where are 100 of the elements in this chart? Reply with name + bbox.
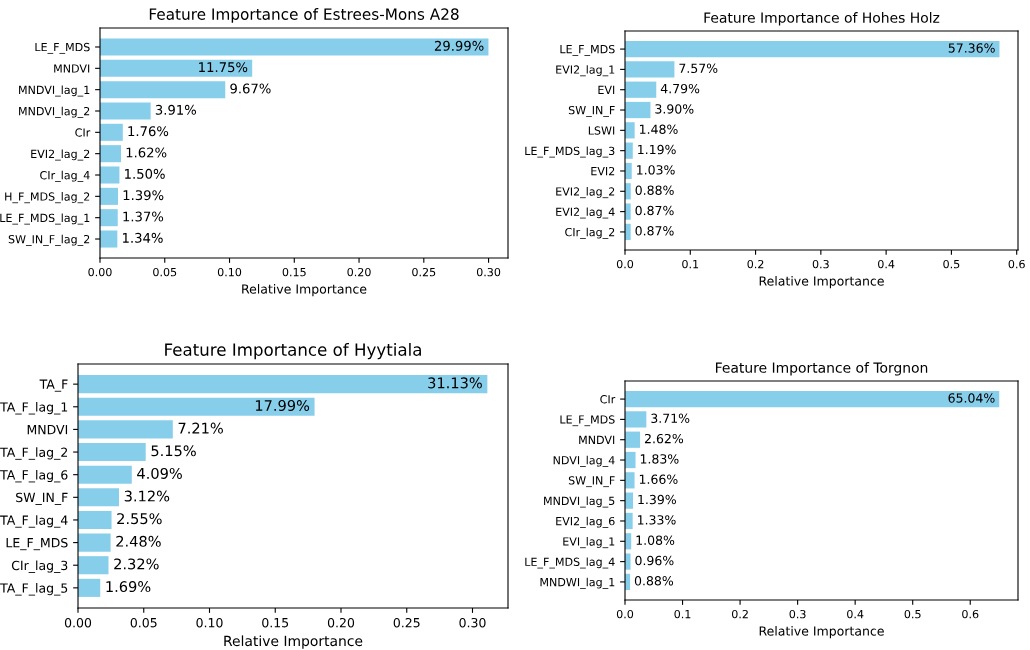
- data-label: 2.62%: [644, 433, 684, 444]
- data-label: 2.32%: [114, 558, 159, 570]
- x-tick-label: 0.15: [262, 617, 289, 628]
- data-label: 0.96%: [635, 555, 674, 566]
- y-tick-label: EVI: [598, 85, 615, 94]
- bar: [625, 101, 651, 119]
- y-tick-label: CIr: [600, 395, 616, 404]
- x-tick-label: 0.30: [476, 267, 501, 277]
- data-label: 0.88%: [635, 185, 674, 195]
- y-tick-label: EVI2: [591, 166, 615, 176]
- x-tick-label: 0.2: [731, 609, 748, 619]
- bar: [625, 553, 631, 570]
- data-label: 1.37%: [123, 211, 164, 222]
- data-label: 57.36%: [948, 43, 995, 53]
- chart-title: Feature Importance of Hohes Holz: [704, 12, 940, 26]
- x-tick-label: 0.05: [153, 267, 177, 277]
- data-label: 1.34%: [123, 232, 163, 243]
- y-tick-label: CIr_lag_2: [565, 227, 615, 239]
- x-axis-title: Relative Importance: [759, 626, 884, 639]
- y-tick-label: TA_F_lag_1: [0, 402, 68, 415]
- y-tick-label: TA_F: [39, 379, 68, 392]
- bar: [100, 209, 118, 227]
- data-label: 1.48%: [640, 124, 678, 134]
- data-label: 1.39%: [123, 190, 164, 201]
- bar: [100, 123, 123, 141]
- y-tick-label: H_F_MDS_lag_2: [5, 192, 90, 204]
- x-axis-title: Relative Importance: [759, 276, 884, 289]
- y-tick-label: EVI2_lag_2: [31, 149, 90, 161]
- data-label: 0.87%: [635, 226, 674, 236]
- bar: [625, 203, 631, 220]
- y-tick-label: LE_F_MDS_lag_4: [525, 557, 615, 569]
- bar: [78, 465, 132, 484]
- y-tick-label: TA_F_lag_5: [0, 583, 68, 596]
- bar: [625, 61, 675, 78]
- bar: [78, 578, 101, 597]
- x-tick-label: 0.15: [282, 267, 306, 277]
- bar: [625, 512, 633, 530]
- y-tick-label: SW_IN_F: [16, 492, 68, 505]
- y-tick-label: CIr: [75, 128, 91, 137]
- data-label: 0.88%: [634, 576, 674, 586]
- bar: [625, 81, 657, 98]
- y-tick-label: CIr_lag_3: [11, 560, 68, 573]
- x-axis-title: Relative Importance: [224, 635, 363, 649]
- y-tick-label: CIr_lag_4: [40, 170, 90, 182]
- y-tick-label: MNDVI_lag_1: [19, 85, 90, 97]
- bar: [78, 420, 173, 439]
- y-tick-label: EVI2_lag_6: [556, 516, 615, 528]
- bar: [625, 472, 635, 489]
- y-tick-label: EVI2_lag_4: [556, 207, 615, 219]
- y-tick-label: LE_F_MDS: [35, 42, 90, 54]
- bar: [78, 397, 315, 416]
- x-tick-label: 0.20: [347, 267, 371, 277]
- y-tick-label: TA_F_lag_6: [0, 469, 68, 483]
- bar: [78, 375, 488, 394]
- data-label: 7.21%: [178, 422, 223, 434]
- bar: [100, 102, 151, 120]
- bar: [78, 556, 109, 575]
- x-tick-label: 0.3: [812, 259, 829, 269]
- data-label: 3.71%: [651, 413, 690, 424]
- x-tick-label: 0.10: [217, 267, 242, 277]
- y-tick-label: MNDVI: [54, 64, 90, 73]
- bar: [78, 533, 111, 552]
- data-label: 3.90%: [655, 104, 694, 114]
- y-tick-label: LE_F_MDS_lag_1: [0, 213, 90, 225]
- data-label: 4.09%: [137, 467, 182, 479]
- y-tick-label: SW_IN_F: [568, 476, 615, 488]
- x-tick-label: 0.3: [789, 609, 806, 619]
- bar: [78, 488, 120, 507]
- y-tick-label: MNDWI_lag_1: [540, 577, 615, 589]
- bar: [625, 122, 635, 139]
- data-label: 1.39%: [638, 494, 676, 505]
- x-tick-label: 0.5: [904, 609, 921, 619]
- y-tick-label: EVI_lag_1: [563, 537, 615, 549]
- x-tick-label: 0.2: [747, 259, 764, 269]
- bar: [100, 145, 121, 163]
- data-label: 11.75%: [199, 62, 248, 73]
- y-tick-label: SW_IN_F: [568, 105, 615, 117]
- x-tick-label: 0.30: [459, 617, 486, 628]
- y-tick-label: LE_F_MDS: [560, 415, 615, 427]
- chart-title: Feature Importance of Hyytiala: [165, 343, 421, 360]
- x-tick-label: 0.0: [616, 259, 634, 269]
- y-tick-label: SW_IN_F_lag_2: [8, 234, 90, 246]
- x-tick-label: 0.00: [88, 267, 112, 277]
- x-tick-label: 0.4: [878, 259, 895, 269]
- x-tick-label: 0.1: [682, 259, 699, 269]
- data-label: 3.91%: [155, 104, 197, 115]
- bar: [100, 59, 253, 77]
- data-label: 2.55%: [117, 513, 162, 525]
- data-label: 9.67%: [230, 83, 271, 94]
- data-label: 4.79%: [660, 83, 700, 94]
- bar: [625, 431, 641, 448]
- y-tick-label: LSWI: [588, 126, 615, 135]
- data-label: 1.76%: [128, 126, 169, 137]
- x-tick-label: 0.25: [412, 267, 436, 277]
- bar: [100, 38, 489, 56]
- x-tick-label: 0.25: [393, 617, 420, 628]
- data-label: 7.57%: [679, 63, 718, 74]
- y-tick-label: NDVI_lag_4: [553, 455, 615, 467]
- y-tick-label: MNDVI_lag_5: [544, 496, 615, 508]
- data-label: 1.66%: [639, 474, 678, 484]
